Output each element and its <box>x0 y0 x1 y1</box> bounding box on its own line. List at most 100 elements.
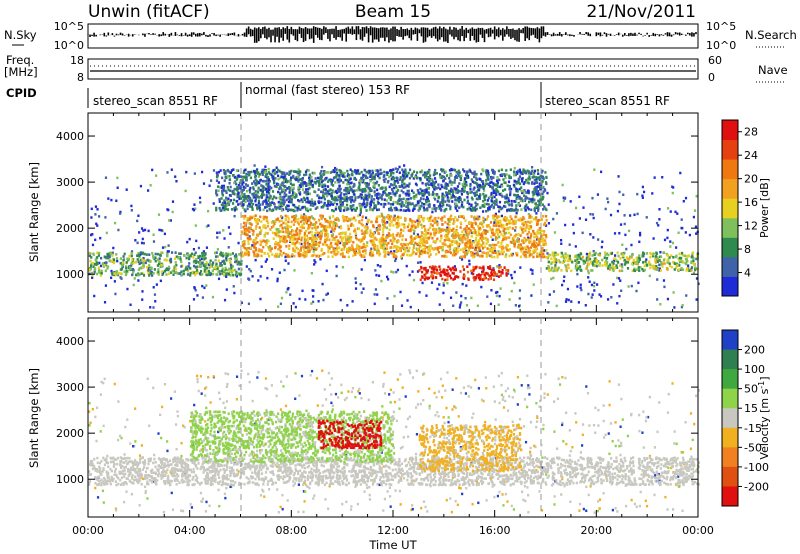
data-cell <box>236 272 239 276</box>
data-cell <box>433 196 436 200</box>
data-cell <box>515 180 518 184</box>
data-cell <box>208 263 211 266</box>
data-cell <box>470 215 473 218</box>
data-cell <box>209 263 212 267</box>
data-cell <box>514 240 517 243</box>
data-cell <box>433 240 436 243</box>
data-cell <box>483 229 486 232</box>
data-cell <box>505 243 508 247</box>
data-cell <box>452 272 455 275</box>
data-cell <box>598 261 601 265</box>
data-cell <box>205 284 208 287</box>
data-cell <box>477 232 481 235</box>
data-cell <box>438 229 441 233</box>
data-cell <box>547 203 550 206</box>
data-cell <box>265 218 268 222</box>
data-cell <box>445 230 448 234</box>
data-cell <box>532 249 535 253</box>
data-cell <box>508 219 511 223</box>
data-cell <box>446 281 449 285</box>
data-cell <box>196 271 199 274</box>
data-cell <box>383 218 386 221</box>
data-cell <box>349 224 352 227</box>
data-cell <box>337 219 340 222</box>
data-cell <box>449 242 452 246</box>
data-cell <box>292 302 295 305</box>
data-cell <box>416 200 420 203</box>
data-cell <box>547 222 551 225</box>
data-cell <box>363 235 367 239</box>
data-cell <box>482 265 485 269</box>
data-cell <box>524 221 527 224</box>
data-cell <box>692 256 695 260</box>
data-cell <box>497 275 500 278</box>
data-cell <box>585 258 589 262</box>
data-cell <box>421 281 424 285</box>
data-cell <box>459 215 462 218</box>
data-cell <box>476 245 479 248</box>
data-cell <box>475 172 478 176</box>
data-cell <box>363 255 366 259</box>
data-cell <box>343 217 347 220</box>
data-cell <box>283 240 286 244</box>
data-cell <box>662 259 666 262</box>
frequency-panel: Freq. [MHz] 18 8 60 0 Nave <box>4 53 788 84</box>
data-cell <box>505 236 508 240</box>
data-cell <box>380 240 383 243</box>
data-cell <box>542 195 545 199</box>
data-cell <box>254 214 257 217</box>
data-cell <box>439 187 442 191</box>
data-cell <box>359 209 362 213</box>
data-cell <box>555 261 558 264</box>
data-cell <box>420 201 424 205</box>
data-cell <box>661 265 664 268</box>
data-cell <box>351 170 354 173</box>
data-cell <box>186 240 189 244</box>
data-cell <box>246 229 249 232</box>
data-cell <box>269 208 272 212</box>
data-cell <box>576 257 579 261</box>
data-cell <box>115 253 118 256</box>
data-cell <box>472 227 475 230</box>
data-cell <box>116 259 119 263</box>
data-cell <box>305 220 308 223</box>
data-cell <box>150 270 153 274</box>
data-cell <box>347 191 351 195</box>
data-cell <box>331 255 334 258</box>
data-cell <box>450 217 453 221</box>
data-cell <box>514 200 517 204</box>
data-cell <box>470 254 473 257</box>
data-cell <box>324 225 327 228</box>
data-cell <box>517 232 520 236</box>
data-cell <box>362 254 365 257</box>
data-cell <box>688 269 691 272</box>
data-cell <box>433 230 436 233</box>
data-cell <box>448 204 451 207</box>
data-cell <box>441 219 444 222</box>
data-cell <box>391 190 395 193</box>
data-cell <box>536 219 540 223</box>
data-cell <box>462 250 465 253</box>
data-cell <box>486 215 490 218</box>
data-cell <box>342 243 345 247</box>
data-cell <box>245 251 248 255</box>
data-cell <box>276 242 279 246</box>
data-cell <box>433 172 437 176</box>
data-cell <box>437 186 440 189</box>
data-cell <box>431 182 434 185</box>
data-cell <box>338 232 341 236</box>
data-cell <box>570 300 573 303</box>
data-cell <box>378 253 381 257</box>
data-cell <box>433 217 436 220</box>
data-cell <box>129 266 132 270</box>
data-cell <box>420 240 423 244</box>
data-cell <box>225 255 228 258</box>
data-cell <box>398 197 401 201</box>
data-cell <box>376 244 379 248</box>
data-cell <box>346 251 350 254</box>
data-cell <box>215 255 218 258</box>
data-cell <box>204 256 207 260</box>
data-cell <box>455 170 458 174</box>
data-cell <box>521 222 524 226</box>
data-cell <box>486 230 489 233</box>
